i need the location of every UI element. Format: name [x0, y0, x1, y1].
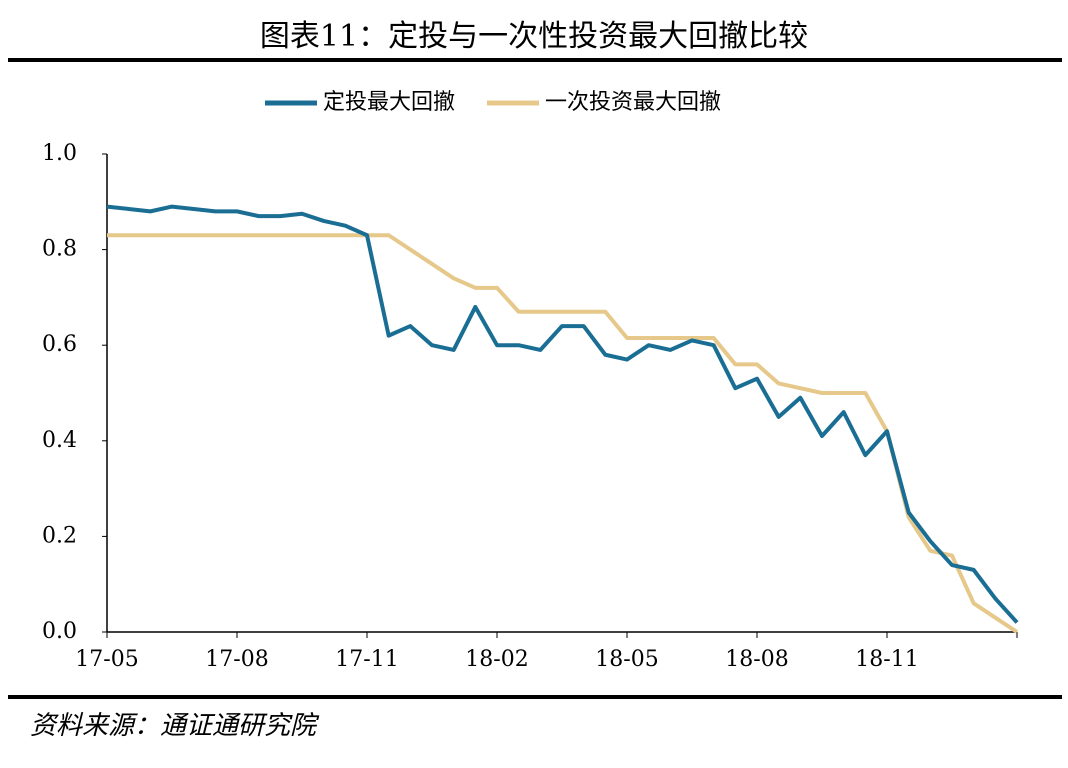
x-tick-label: 18-08 — [725, 647, 788, 672]
y-tick-label: 0.6 — [42, 332, 77, 357]
x-tick-label: 18-11 — [855, 647, 918, 672]
legend-label: 定投最大回撤 — [323, 90, 455, 115]
y-tick-label: 1.0 — [42, 141, 77, 166]
y-tick-label: 0.8 — [42, 237, 77, 262]
series-line — [107, 233, 1019, 634]
y-tick-label: 0.2 — [42, 523, 77, 548]
y-tick-label: 0.4 — [42, 428, 77, 453]
legend-label: 一次投资最大回撤 — [545, 90, 721, 115]
y-tick-label: 0.0 — [42, 619, 77, 644]
x-tick-label: 17-08 — [205, 647, 268, 672]
x-tick-label: 18-02 — [465, 647, 528, 672]
source-note: 资料来源：通证通研究院 — [30, 711, 320, 741]
x-tick-label: 18-05 — [595, 647, 658, 672]
series-line — [106, 204, 1019, 624]
x-tick-label: 17-11 — [335, 647, 398, 672]
chart-title: 图表11：定投与一次性投资最大回撤比较 — [260, 19, 808, 54]
x-tick-label: 17-05 — [75, 647, 138, 672]
